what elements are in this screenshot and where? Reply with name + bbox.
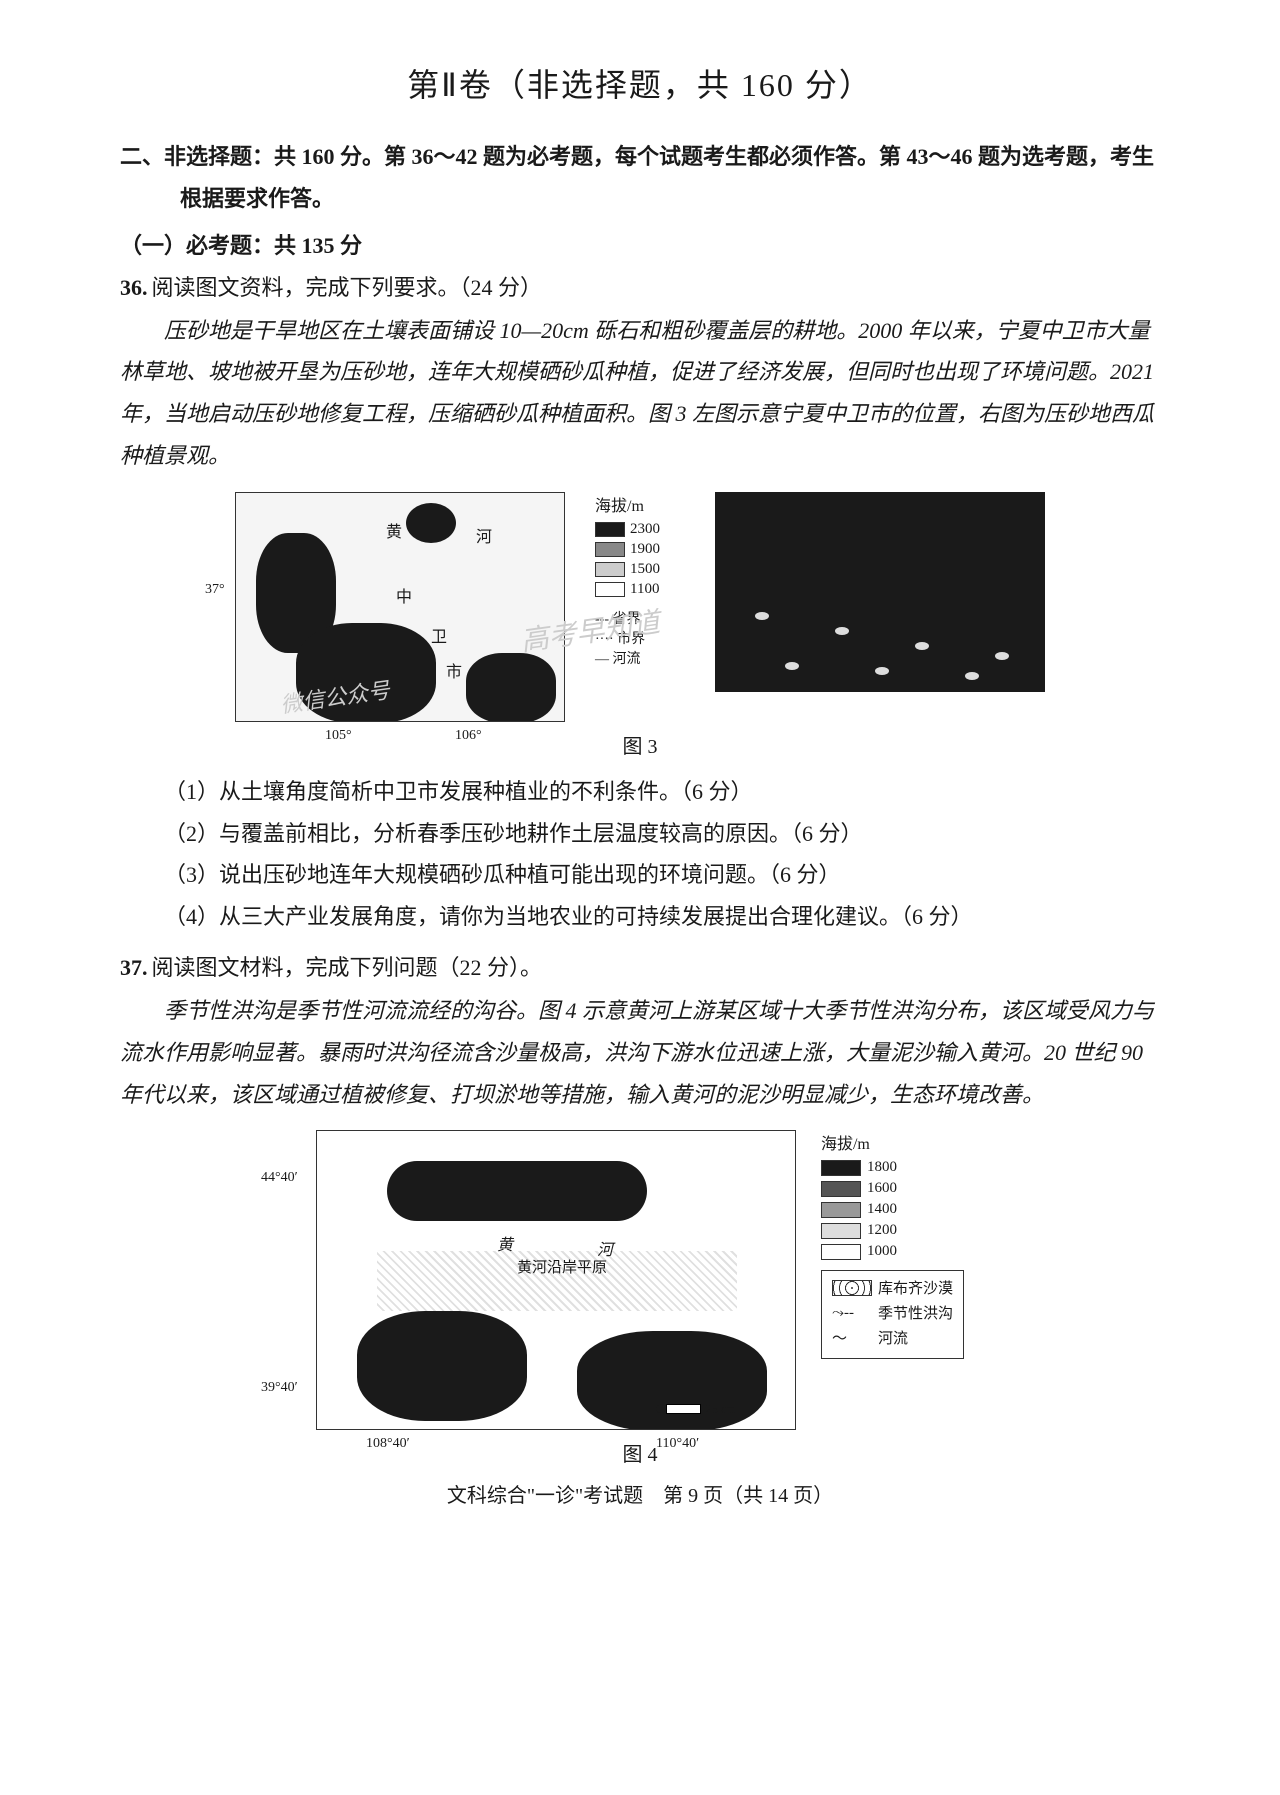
legend2-item-2: 1400 xyxy=(821,1201,964,1218)
map2-lat-2: 39°40′ xyxy=(261,1380,298,1396)
map2-lat-1: 44°40′ xyxy=(261,1170,298,1186)
q36-passage: 压砂地是干旱地区在土壤表面铺设 10—20cm 砾石和粗砂覆盖层的耕地。2000… xyxy=(120,310,1160,477)
question-37: 37. 阅读图文材料，完成下列问题（22 分）。 季节性洪沟是季节性河流流经的沟… xyxy=(120,950,1160,1467)
sub-instructions: （一）必考题：共 135 分 xyxy=(120,228,1160,260)
q37-passage: 季节性洪沟是季节性河流流经的沟谷。图 4 示意黄河上游某区域十大季节性洪沟分布，… xyxy=(120,990,1160,1115)
legend2-item-4: 1000 xyxy=(821,1243,964,1260)
figure-3-label: 图 3 xyxy=(120,730,1160,759)
map-lat-label: 37° xyxy=(205,582,225,598)
figure-3-container: 黄 河 中 卫 市 37° 105° 106° 海拔/m 23001900150… xyxy=(120,492,1160,722)
legend2-title: 海拔/m xyxy=(821,1130,964,1154)
q37-number: 37. xyxy=(120,955,148,980)
legend-river-2: ～ 河流 xyxy=(832,1327,953,1348)
q36-subquestion-2: （2）与覆盖前相比，分析春季压砂地耕作土层温度较高的原因。（6 分） xyxy=(120,813,1160,855)
legend-city-border: ···· 市界 xyxy=(595,628,685,648)
q36-subquestion-4: （4）从三大产业发展角度，请你为当地农业的可持续发展提出合理化建议。（6 分） xyxy=(120,896,1160,938)
map-lon-label-1: 105° xyxy=(325,728,352,744)
legend1-item-0: 2300 xyxy=(595,521,685,538)
scale-bar: 0 25km xyxy=(656,1401,735,1417)
q36-subquestion-3: （3）说出压砂地连年大规模硒砂瓜种植可能出现的环境问题。（6 分） xyxy=(120,854,1160,896)
map-lon-label-2: 106° xyxy=(455,728,482,744)
legend2-item-1: 1600 xyxy=(821,1180,964,1197)
map2-plain: 黄河沿岸平原 xyxy=(517,1256,607,1277)
legend-gully: ⤳-- 季节性洪沟 xyxy=(832,1302,953,1323)
map-river-label-2: 河 xyxy=(476,523,492,547)
figure-4-legend: 海拔/m 1800 1600 1400 1200 1000 库布齐沙漠 ⤳-- 季节性洪… xyxy=(821,1130,964,1359)
q36-title: 阅读图文资料，完成下列要求。（24 分） xyxy=(152,275,543,300)
legend-desert: 库布齐沙漠 xyxy=(832,1277,953,1298)
q36-number: 36. xyxy=(120,275,148,300)
figure-4-label: 图 4 xyxy=(120,1438,1160,1467)
figure-3-map: 黄 河 中 卫 市 xyxy=(235,492,565,722)
map-city-label-3: 市 xyxy=(446,658,462,682)
map2-lon-1: 108°40′ xyxy=(366,1436,410,1452)
map2-river-1: 黄 xyxy=(497,1231,513,1255)
figure-3-photo xyxy=(715,492,1045,692)
legend2-item-3: 1200 xyxy=(821,1222,964,1239)
map-city-label-2: 卫 xyxy=(431,623,447,647)
main-instructions: 二、非选择题：共 160 分。第 36～42 题为必考题，每个试题考生都必须作答… xyxy=(120,136,1160,220)
legend-title: 海拔/m xyxy=(595,492,685,516)
q37-title: 阅读图文材料，完成下列问题（22 分）。 xyxy=(152,955,543,980)
page-footer: 文科综合"一诊"考试题 第 9 页（共 14 页） xyxy=(120,1479,1160,1508)
question-36: 36. 阅读图文资料，完成下列要求。（24 分） 压砂地是干旱地区在土壤表面铺设… xyxy=(120,270,1160,938)
legend-river: — 河流 xyxy=(595,648,685,668)
legend-province-border: --- 省界 xyxy=(595,608,685,628)
figure-3-legend: 海拔/m 2300 1900 1500 1100 --- 省界 ···· 市界 — 河… xyxy=(595,492,685,668)
q36-subquestion-1: （1）从土壤角度简析中卫市发展种植业的不利条件。（6 分） xyxy=(120,771,1160,813)
section-header: 第Ⅱ卷（非选择题，共 160 分） xyxy=(120,60,1160,106)
legend1-item-2: 1500 xyxy=(595,561,685,578)
figure-4-container: 黄 河 黄河沿岸平原 0 25km 44°40′ 39°40′ 108°40′ … xyxy=(120,1130,1160,1430)
legend1-item-1: 1900 xyxy=(595,541,685,558)
legend2-item-0: 1800 xyxy=(821,1159,964,1176)
map-city-label-1: 中 xyxy=(396,583,412,607)
figure-4-map: 黄 河 黄河沿岸平原 0 25km xyxy=(316,1130,796,1430)
legend1-item-3: 1100 xyxy=(595,581,685,598)
map-river-label-1: 黄 xyxy=(386,518,402,542)
map2-lon-2: 110°40′ xyxy=(656,1436,699,1452)
